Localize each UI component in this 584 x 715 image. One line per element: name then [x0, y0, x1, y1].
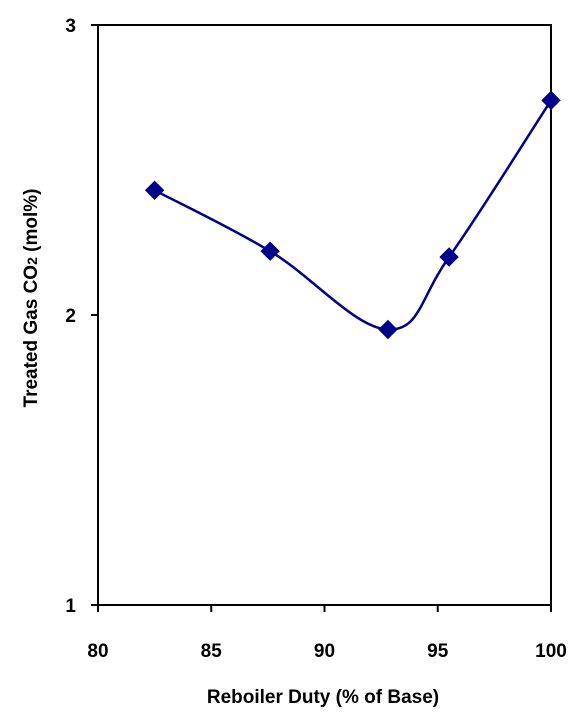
x-tick-label: 100: [535, 641, 567, 662]
y-tick-label: 3: [65, 16, 76, 37]
data-point-diamond: [378, 319, 398, 340]
y-axis-title-subscript: 2: [24, 257, 40, 265]
series-line: [154, 99, 553, 331]
x-tick-label: 95: [427, 641, 449, 662]
y-tick-label: 2: [65, 306, 76, 327]
y-axis: 1 2 3: [65, 16, 98, 617]
y-axis-title: Treated Gas CO2 (mol%): [21, 189, 42, 408]
y-tick-label: 1: [65, 596, 76, 617]
y-axis-title-main: Treated Gas CO: [21, 265, 42, 408]
plot-border: [97, 24, 552, 606]
x-axis: 80 85 90 95 100: [87, 605, 567, 662]
plot-area: [97, 24, 552, 606]
series-layer: [144, 90, 561, 340]
y-axis-title-tail: (mol%): [21, 189, 42, 258]
data-point-diamond: [144, 180, 165, 201]
x-axis-title: Reboiler Duty (% of Base): [207, 687, 439, 708]
x-tick-label: 80: [87, 641, 108, 662]
data-point-diamond: [541, 90, 561, 111]
x-tick-label: 90: [314, 641, 335, 662]
x-tick-label: 85: [201, 641, 223, 662]
data-point-diamond: [260, 241, 280, 261]
data-point-diamond: [439, 247, 459, 267]
